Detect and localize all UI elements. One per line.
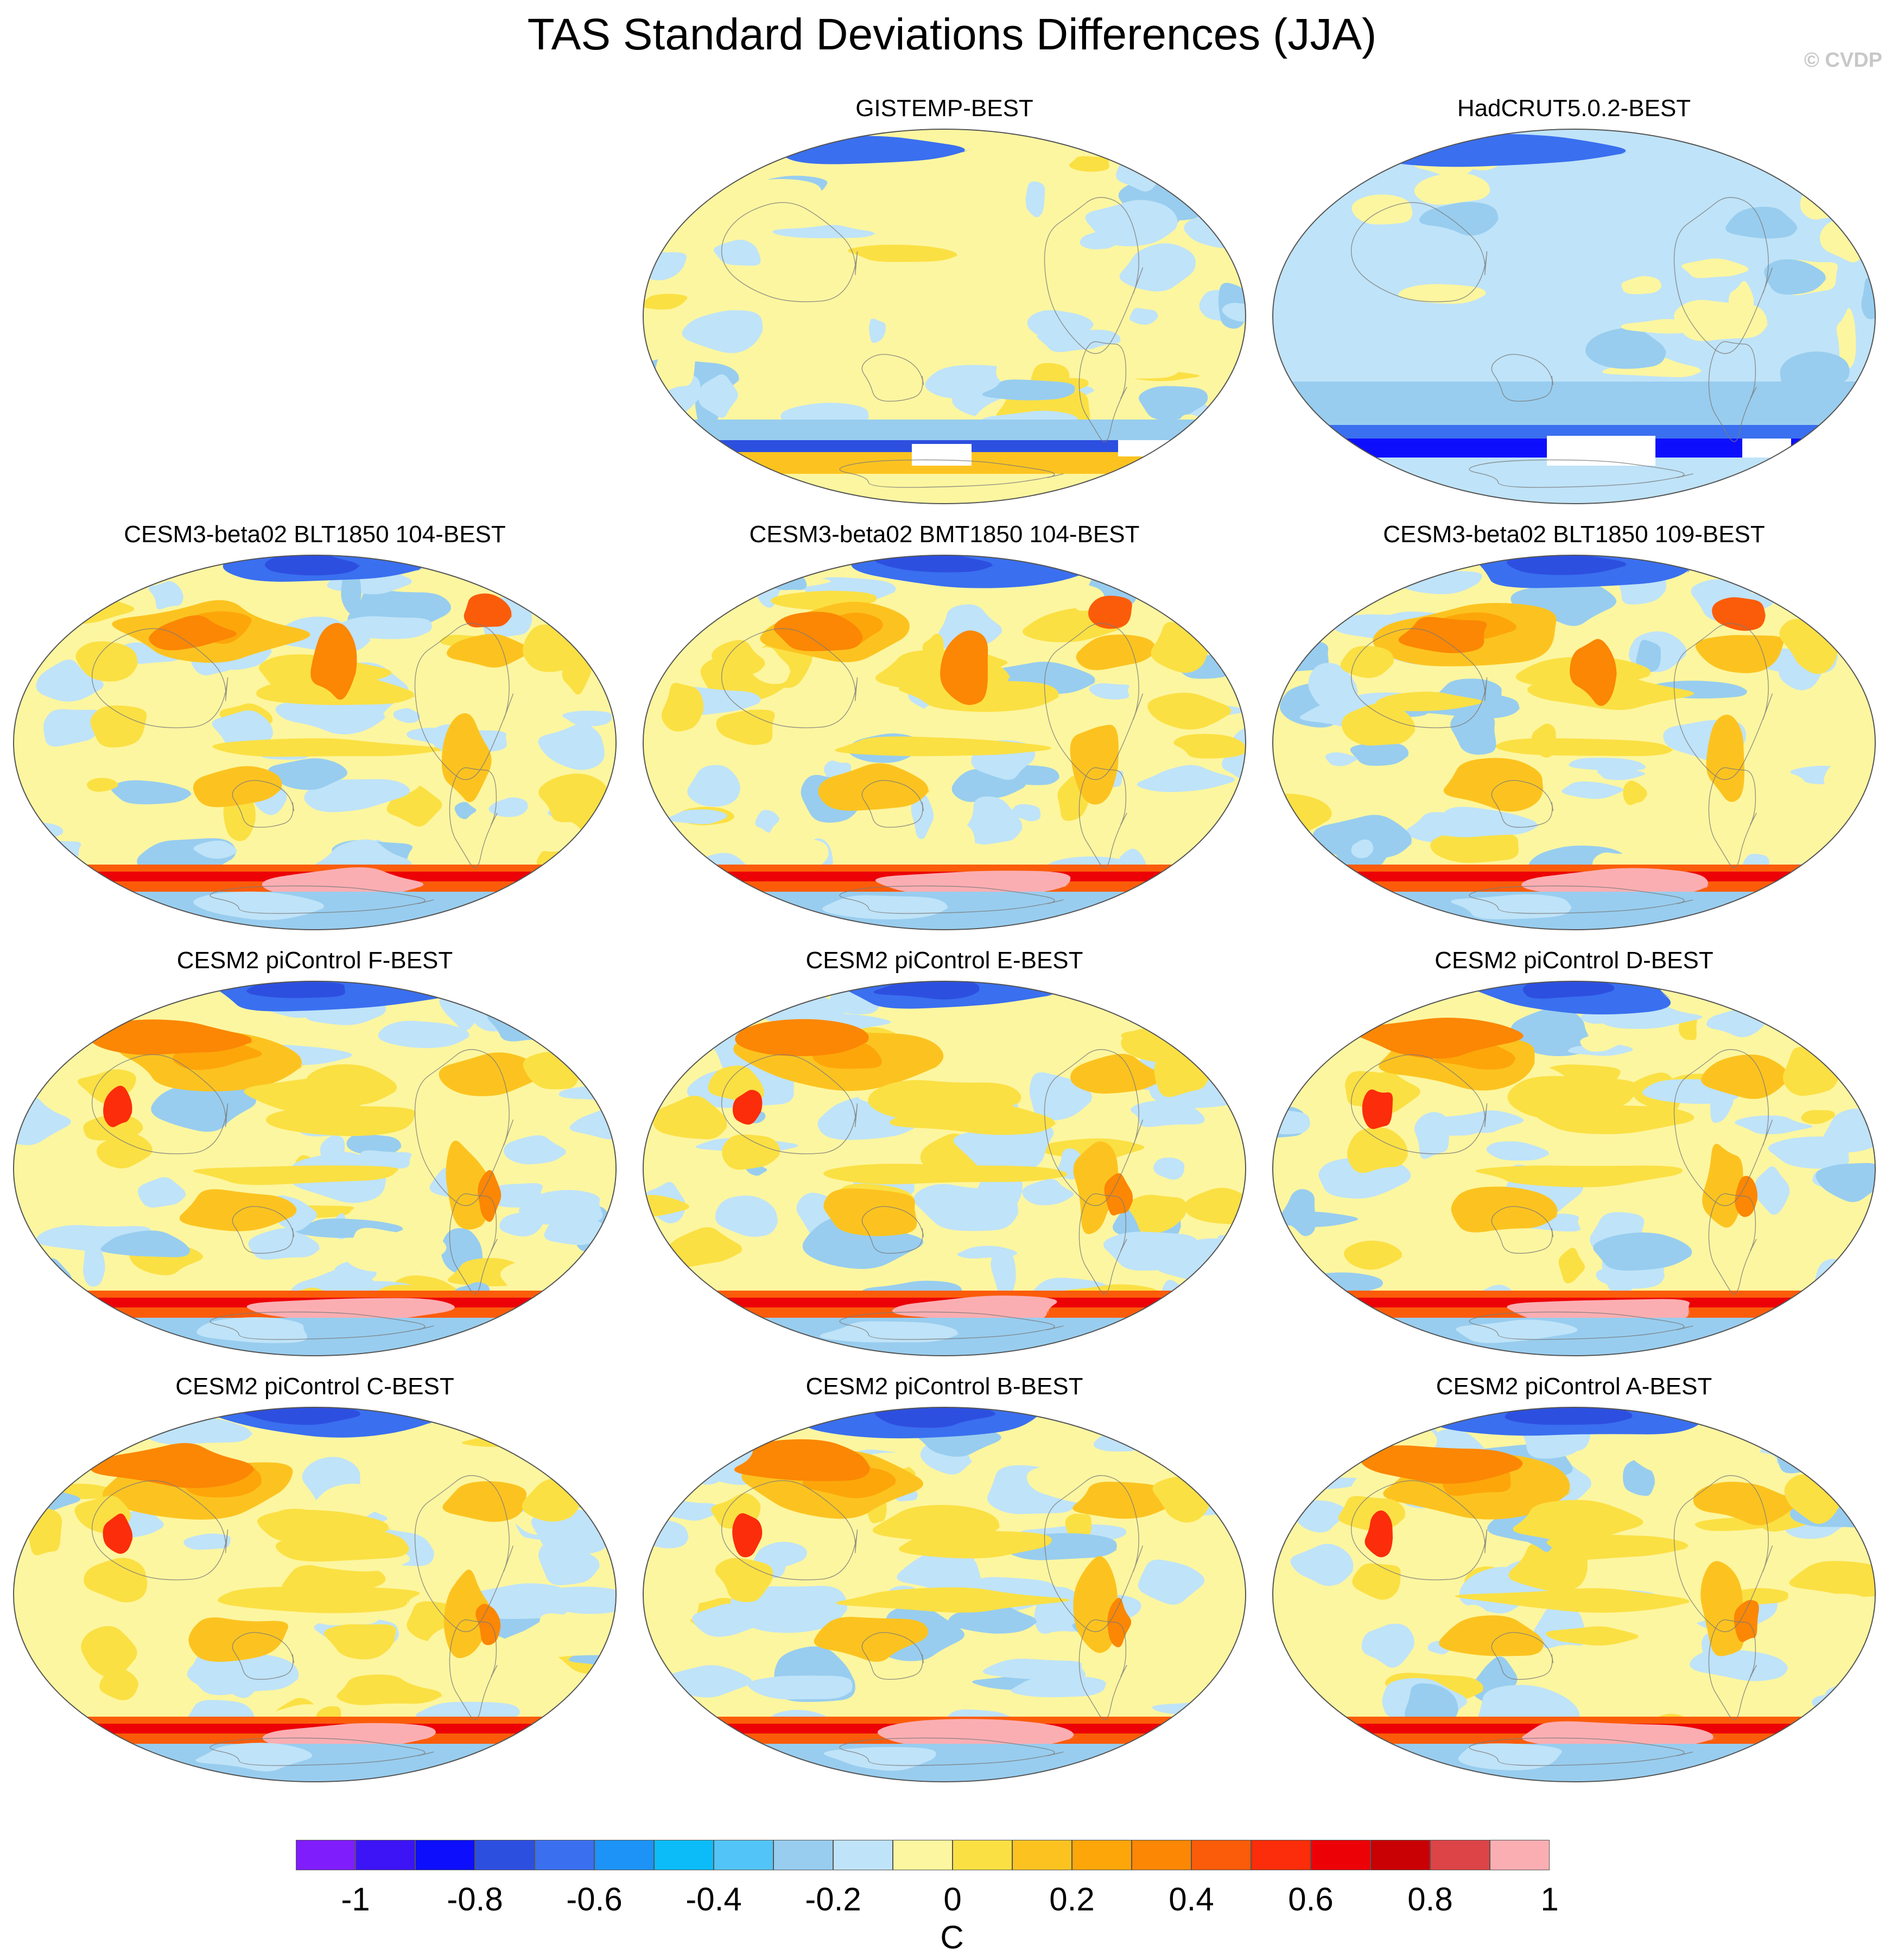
robinson-map xyxy=(643,1407,1246,1782)
colorbar-swatch xyxy=(1251,1840,1311,1870)
colorbar-swatch xyxy=(415,1840,475,1870)
colorbar-units: C xyxy=(940,1919,964,1955)
map-panel: CESM2 piControl A-BEST xyxy=(1265,1373,1883,1791)
coastlines xyxy=(1350,197,1773,488)
robinson-map xyxy=(13,555,617,930)
colorbar-swatch xyxy=(1072,1840,1132,1870)
map-outline xyxy=(643,555,1246,930)
map-outline xyxy=(1272,129,1876,504)
colorbar-swatch xyxy=(833,1840,893,1870)
coastlines xyxy=(721,623,1144,914)
colorbar-swatch xyxy=(535,1840,594,1870)
coastlines xyxy=(1350,623,1773,914)
map-outline xyxy=(13,981,617,1356)
robinson-map xyxy=(643,555,1246,930)
colorbar-swatch xyxy=(953,1840,1012,1870)
colorbar-swatch xyxy=(594,1840,654,1870)
map-outline xyxy=(13,555,617,930)
map-field xyxy=(14,981,616,1356)
colorbar-swatch xyxy=(296,1840,356,1870)
robinson-map xyxy=(643,129,1246,504)
colorbar-swatch xyxy=(714,1840,773,1870)
colorbar-swatch xyxy=(1012,1840,1072,1870)
map-outline xyxy=(1272,1407,1876,1782)
robinson-map xyxy=(1272,1407,1876,1782)
coastlines xyxy=(91,1049,514,1340)
colorbar-swatch xyxy=(1490,1840,1550,1870)
map-field xyxy=(1273,555,1875,930)
colorbar-swatch xyxy=(475,1840,535,1870)
robinson-map xyxy=(1272,981,1876,1356)
map-outline xyxy=(643,1407,1246,1782)
panel-title: CESM2 piControl D-BEST xyxy=(1435,947,1713,974)
coastlines xyxy=(1350,1049,1773,1340)
map-panel: CESM2 piControl D-BEST xyxy=(1265,947,1883,1365)
map-field xyxy=(643,981,1246,1356)
panel-title: GISTEMP-BEST xyxy=(855,95,1033,122)
coastlines xyxy=(721,1049,1144,1340)
map-field xyxy=(643,129,1246,504)
colorbar-tick-label: -0.2 xyxy=(805,1881,861,1917)
colorbar-tick-label: -0.6 xyxy=(566,1881,623,1917)
figure-title: TAS Standard Deviations Differences (JJA… xyxy=(527,10,1377,59)
colorbar-swatch xyxy=(1430,1840,1490,1870)
robinson-map xyxy=(13,1407,617,1782)
panel-title: CESM2 piControl A-BEST xyxy=(1436,1373,1712,1400)
colorbar-tick-label: 0.8 xyxy=(1407,1881,1453,1917)
colorbar-tick-label: -1 xyxy=(341,1881,370,1917)
map-field xyxy=(1273,1407,1875,1782)
colorbar-swatch xyxy=(1132,1840,1191,1870)
colorbar-swatch xyxy=(893,1840,953,1870)
map-outline xyxy=(1272,981,1876,1356)
colorbar-swatch xyxy=(773,1840,833,1870)
colorbar-swatch xyxy=(1311,1840,1370,1870)
panel-title: CESM3-beta02 BLT1850 109-BEST xyxy=(1383,521,1765,548)
colorbar-tick-label: 0.4 xyxy=(1169,1881,1214,1917)
panel-title: CESM2 piControl E-BEST xyxy=(805,947,1083,974)
map-panel: CESM2 piControl E-BEST xyxy=(635,947,1254,1365)
colorbar-swatch xyxy=(1370,1840,1430,1870)
map-panel: GISTEMP-BEST xyxy=(635,95,1254,513)
map-field xyxy=(1273,981,1875,1356)
map-panel: HadCRUT5.0.2-BEST xyxy=(1265,95,1883,513)
map-panel: CESM3-beta02 BLT1850 109-BEST xyxy=(1265,521,1883,939)
panel-title: CESM2 piControl C-BEST xyxy=(175,1373,454,1400)
map-panel: CESM3-beta02 BLT1850 104-BEST xyxy=(5,521,624,939)
colorbar xyxy=(296,1840,1609,1870)
map-outline xyxy=(13,1407,617,1782)
map-outline xyxy=(1272,555,1876,930)
colorbar-tick-label: -0.8 xyxy=(447,1881,503,1917)
coastlines xyxy=(91,1475,514,1766)
robinson-map xyxy=(1272,555,1876,930)
panel-title: CESM3-beta02 BMT1850 104-BEST xyxy=(749,521,1140,548)
map-panel: CESM2 piControl B-BEST xyxy=(635,1373,1254,1791)
map-field xyxy=(1273,129,1875,504)
map-panel: CESM3-beta02 BMT1850 104-BEST xyxy=(635,521,1254,939)
colorbar-tick-label: 1 xyxy=(1540,1881,1559,1917)
panel-title: HadCRUT5.0.2-BEST xyxy=(1457,95,1691,122)
colorbar-swatch xyxy=(654,1840,714,1870)
robinson-map xyxy=(13,981,617,1356)
map-outline xyxy=(643,129,1246,504)
coastlines xyxy=(721,197,1144,488)
colorbar-tick-label: 0 xyxy=(943,1881,962,1917)
coastlines xyxy=(721,1475,1144,1766)
robinson-map xyxy=(643,981,1246,1356)
map-panel: CESM2 piControl F-BEST xyxy=(5,947,624,1365)
coastlines xyxy=(1350,1475,1773,1766)
panel-title: CESM2 piControl F-BEST xyxy=(176,947,453,974)
colorbar-swatch xyxy=(356,1840,415,1870)
panel-title: CESM3-beta02 BLT1850 104-BEST xyxy=(124,521,506,548)
panel-title: CESM2 piControl B-BEST xyxy=(805,1373,1083,1400)
colorbar-swatch xyxy=(1191,1840,1251,1870)
colorbar-tick-label: 0.2 xyxy=(1049,1881,1095,1917)
robinson-map xyxy=(1272,129,1876,504)
copyright-label: © CVDP xyxy=(1804,49,1882,72)
colorbar-tick-label: -0.4 xyxy=(686,1881,742,1917)
map-outline xyxy=(643,981,1246,1356)
coastlines xyxy=(91,623,514,914)
colorbar-tick-label: 0.6 xyxy=(1288,1881,1334,1917)
map-panel: CESM2 piControl C-BEST xyxy=(5,1373,624,1791)
